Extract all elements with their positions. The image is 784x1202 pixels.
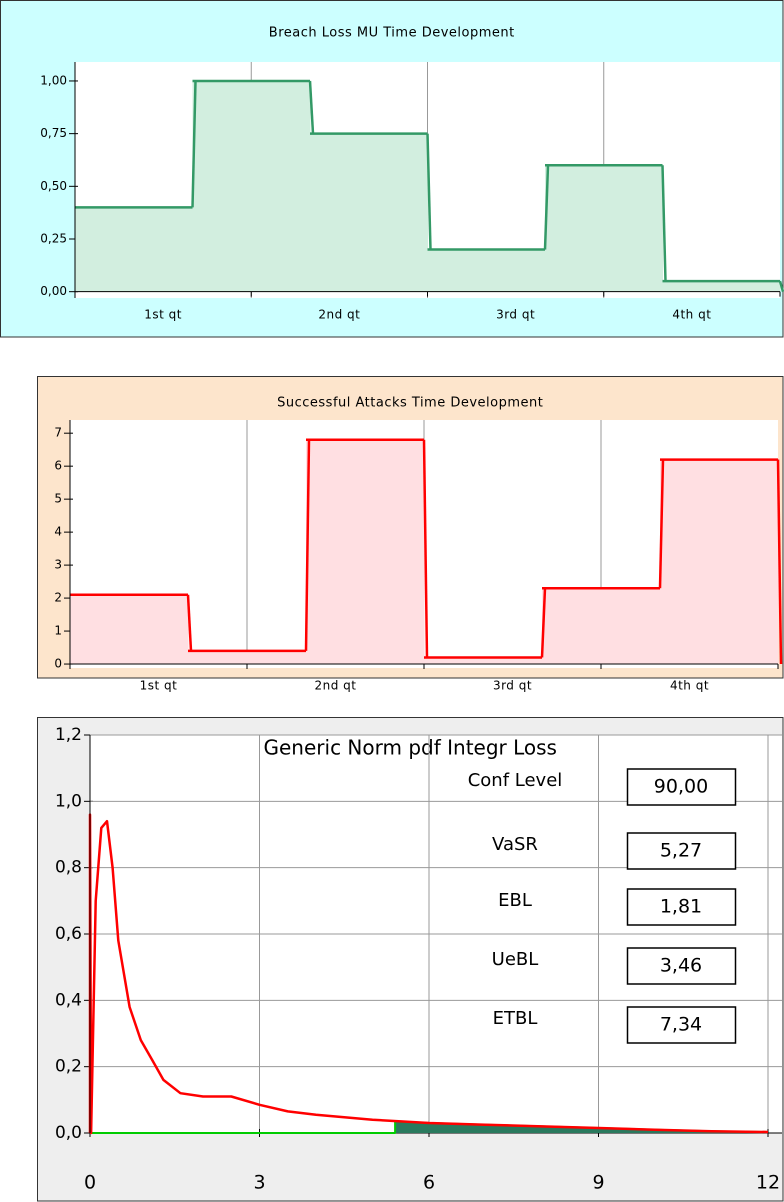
x-tick-label: 3	[253, 1172, 265, 1194]
x-tick-label: 1st qt	[144, 307, 182, 321]
step-area	[545, 165, 663, 292]
y-tick-label: 4	[54, 525, 62, 539]
x-tick-label: 4th qt	[672, 307, 711, 321]
step-area	[427, 249, 546, 292]
y-tick-label: 0,00	[40, 284, 67, 298]
step-area	[306, 439, 425, 665]
y-tick-label: 1,00	[40, 73, 67, 87]
y-tick-label: 7	[54, 426, 62, 440]
step-connector	[426, 133, 432, 250]
x-tick-label: 1st qt	[140, 679, 178, 693]
step-area	[75, 207, 193, 292]
step-connector	[543, 165, 550, 250]
stat-box	[626, 947, 737, 985]
chart-title: Generic Norm pdf Integr Loss	[264, 736, 557, 760]
stat-box	[626, 1006, 737, 1044]
y-tick-label: 0,0	[55, 1123, 82, 1143]
step-area	[542, 588, 661, 665]
step-connector	[658, 459, 665, 589]
y-tick-label: 0,25	[40, 232, 67, 246]
y-tick-label: 0,6	[55, 924, 82, 944]
y-tick-label: 1,2	[55, 725, 82, 745]
y-tick-label: 0,8	[55, 858, 82, 878]
stat-label: VaSR	[492, 834, 538, 855]
x-tick-label: 4th qt	[670, 679, 709, 693]
stat-box	[626, 832, 737, 870]
step-area	[660, 459, 779, 665]
stat-value: 3,46	[660, 955, 702, 977]
step-area	[424, 657, 543, 665]
step-connector	[661, 165, 667, 282]
step-connector	[776, 459, 783, 665]
y-tick-label: 0,50	[40, 179, 67, 193]
step-connector	[778, 280, 784, 293]
y-tick-label: 0,2	[55, 1057, 82, 1077]
step-connector	[308, 80, 315, 134]
y-tick-label: 1,0	[55, 791, 82, 811]
stat-label: UeBL	[492, 949, 539, 970]
y-tick-label: 0,75	[40, 126, 67, 140]
stat-value: 90,00	[654, 776, 708, 798]
y-tick-label: 3	[54, 558, 62, 572]
x-tick-label: 6	[423, 1172, 435, 1194]
stat-label: Conf Level	[468, 770, 563, 791]
x-tick-label: 2nd qt	[318, 307, 360, 321]
x-tick-label: 12	[756, 1172, 780, 1194]
chart-title: Successful Attacks Time Development	[277, 396, 543, 411]
step-area	[70, 594, 189, 665]
y-tick-label: 5	[54, 492, 62, 506]
step-connector	[422, 439, 429, 658]
chart-title: Breach Loss MU Time Development	[269, 26, 515, 41]
stat-label: EBL	[498, 890, 532, 911]
step-connector	[540, 588, 547, 658]
step-area	[310, 133, 428, 292]
x-tick-label: 9	[592, 1172, 604, 1194]
x-tick-label: 0	[84, 1172, 96, 1194]
x-tick-label: 2nd qt	[315, 679, 357, 693]
step-area	[188, 650, 307, 665]
y-tick-label: 0	[54, 657, 62, 671]
step-area	[662, 281, 781, 292]
area	[90, 1121, 768, 1133]
stat-box	[626, 888, 737, 926]
y-tick-label: 1	[54, 624, 62, 638]
step-connector	[304, 439, 311, 651]
x-tick-label: 3rd qt	[496, 307, 535, 321]
stat-value: 7,34	[660, 1014, 702, 1036]
stat-box	[626, 768, 737, 806]
x-tick-label: 3rd qt	[493, 679, 532, 693]
step-area	[192, 80, 311, 292]
stat-value: 5,27	[660, 840, 702, 862]
stat-value: 1,81	[660, 896, 702, 918]
line	[88, 813, 769, 1135]
y-tick-label: 6	[54, 459, 62, 473]
step-connector	[191, 80, 197, 208]
stat-label: ETBL	[493, 1008, 538, 1029]
y-tick-label: 0,4	[55, 990, 82, 1010]
y-tick-label: 2	[54, 591, 62, 605]
step-connector	[186, 594, 193, 651]
